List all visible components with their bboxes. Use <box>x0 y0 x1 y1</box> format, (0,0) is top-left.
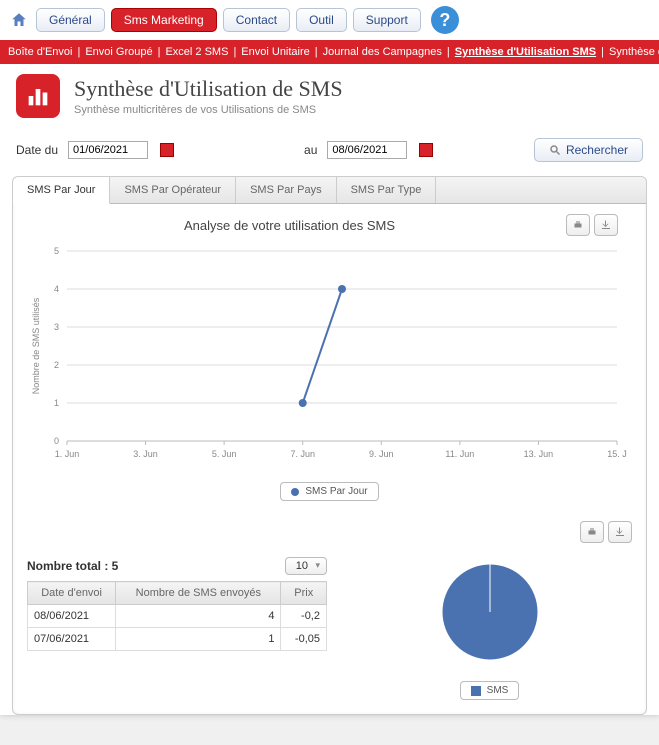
date-to-label: au <box>304 143 317 157</box>
line-chart: 0 1 2 3 4 5 1. Jun 3. Jun 5. Jun 7. Jun 9. Jun 11. … <box>27 241 627 471</box>
help-icon[interactable]: ? <box>431 6 459 34</box>
date-to-input[interactable] <box>327 141 407 159</box>
svg-text:0: 0 <box>54 436 59 446</box>
svg-text:11. Jun: 11. Jun <box>445 449 474 459</box>
table-row: 07/06/20211-0,05 <box>28 628 327 651</box>
page-title: Synthèse d'Utilisation de SMS <box>74 76 343 102</box>
svg-text:15. J: 15. J <box>607 449 627 459</box>
print-icon[interactable] <box>566 214 590 236</box>
subnav-unitaire[interactable]: Envoi Unitaire <box>241 46 309 58</box>
pie-legend-swatch-icon <box>471 686 481 696</box>
innertab-operateur[interactable]: SMS Par Opérateur <box>110 177 236 203</box>
svg-text:13. Jun: 13. Jun <box>524 449 554 459</box>
subnav-journal[interactable]: Journal des Campagnes <box>323 46 442 58</box>
svg-text:5: 5 <box>54 246 59 256</box>
svg-text:3: 3 <box>54 322 59 332</box>
pie-chart <box>420 557 560 667</box>
tab-sms-marketing[interactable]: Sms Marketing <box>111 8 217 32</box>
subnav-excel[interactable]: Excel 2 SMS <box>165 46 228 58</box>
data-table: Date d'envoi Nombre de SMS envoyés Prix … <box>27 581 327 651</box>
home-icon[interactable] <box>8 9 30 31</box>
date-from-label: Date du <box>16 143 58 157</box>
legend-marker-icon <box>291 488 299 496</box>
page-size-select[interactable]: 10 <box>285 557 327 575</box>
innertab-pays[interactable]: SMS Par Pays <box>236 177 337 203</box>
svg-text:4: 4 <box>54 284 59 294</box>
search-button[interactable]: Rechercher <box>534 138 643 162</box>
svg-text:7. Jun: 7. Jun <box>290 449 315 459</box>
svg-text:5. Jun: 5. Jun <box>212 449 237 459</box>
legend-label: SMS Par Jour <box>305 486 367 497</box>
svg-text:9. Jun: 9. Jun <box>369 449 394 459</box>
svg-text:1. Jun: 1. Jun <box>55 449 80 459</box>
tab-outil[interactable]: Outil <box>296 8 347 32</box>
subnav-synthese-sms[interactable]: Synthèse d'Utilisation SMS <box>455 46 596 58</box>
innertab-type[interactable]: SMS Par Type <box>337 177 437 203</box>
tab-support[interactable]: Support <box>353 8 421 32</box>
download-icon[interactable] <box>594 214 618 236</box>
svg-text:1: 1 <box>54 398 59 408</box>
subnav: Boîte d'Envoi| Envoi Groupé| Excel 2 SMS… <box>0 40 659 64</box>
chart-legend: SMS Par Jour <box>280 482 378 501</box>
chart-title: Analyse de votre utilisation des SMS <box>27 218 552 233</box>
print2-icon[interactable] <box>580 521 604 543</box>
tab-contact[interactable]: Contact <box>223 8 290 32</box>
page-logo-icon <box>16 74 60 118</box>
col-count[interactable]: Nombre de SMS envoyés <box>116 582 281 605</box>
tab-general[interactable]: Général <box>36 8 105 32</box>
date-from-input[interactable] <box>68 141 148 159</box>
calendar-from-icon[interactable] <box>160 143 174 157</box>
col-date[interactable]: Date d'envoi <box>28 582 116 605</box>
pie-legend-label: SMS <box>487 685 509 696</box>
innertab-jour[interactable]: SMS Par Jour <box>13 177 110 204</box>
search-button-label: Rechercher <box>566 143 628 157</box>
subnav-boite[interactable]: Boîte d'Envoi <box>8 46 72 58</box>
pie-legend: SMS <box>460 681 520 700</box>
table-row: 08/06/20214-0,2 <box>28 605 327 628</box>
subnav-groupe[interactable]: Envoi Groupé <box>85 46 152 58</box>
download2-icon[interactable] <box>608 521 632 543</box>
svg-text:2: 2 <box>54 360 59 370</box>
table-total: Nombre total : 5 <box>27 559 118 573</box>
svg-text:3. Jun: 3. Jun <box>133 449 158 459</box>
col-price[interactable]: Prix <box>281 582 327 605</box>
svg-text:Nombre de SMS utilisés: Nombre de SMS utilisés <box>31 297 41 394</box>
calendar-to-icon[interactable] <box>419 143 433 157</box>
page-subtitle: Synthèse multicritères de vos Utilisatio… <box>74 104 343 116</box>
subnav-accuses[interactable]: Synthèse des accusés <box>609 46 659 58</box>
